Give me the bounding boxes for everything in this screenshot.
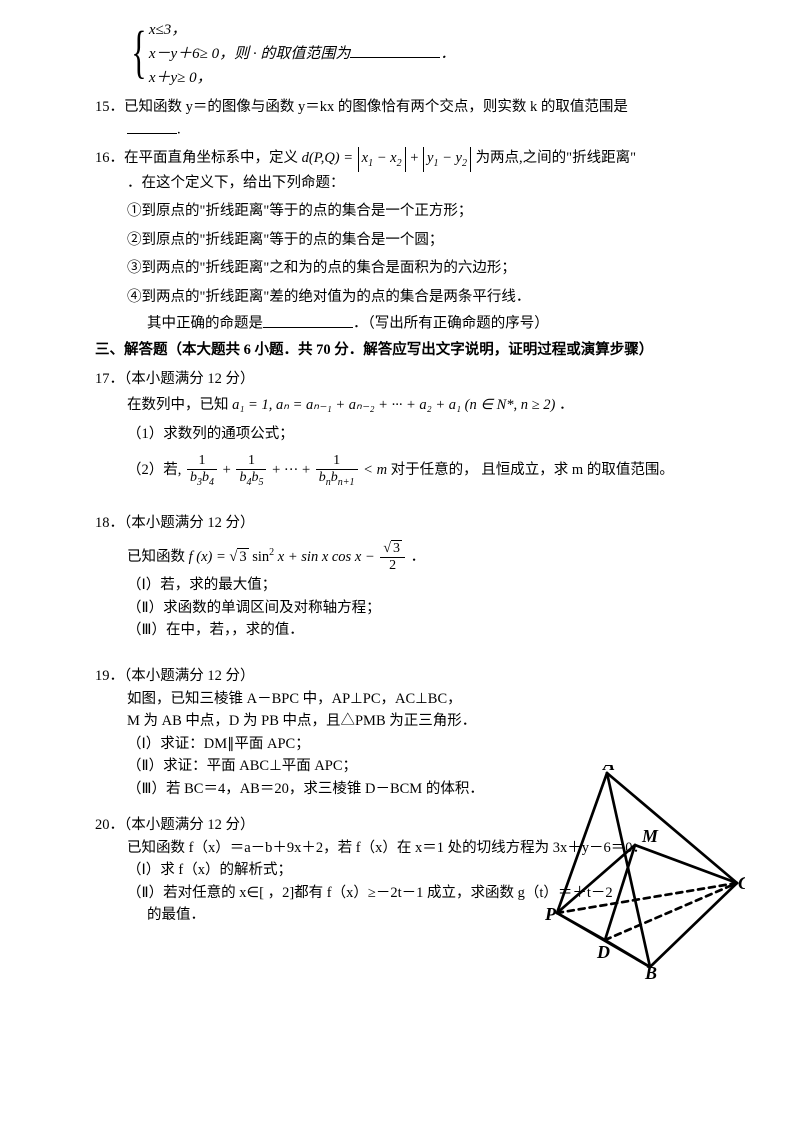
q18-fx: 已知函数 f (x) = 3 sin2 x + sin x cos x − 3 … bbox=[127, 541, 740, 574]
fx-eq: f (x) = bbox=[189, 549, 230, 565]
q18-fx-a: 已知函数 bbox=[127, 549, 189, 565]
den: 2 bbox=[380, 558, 405, 574]
num: 1 bbox=[236, 453, 266, 470]
system-line-3: x＋y≥ 0， bbox=[149, 66, 456, 90]
q16-line2: ．在这个定义下，给出下列命题： bbox=[127, 172, 740, 194]
blank bbox=[127, 118, 177, 134]
q17-l1-math: a₁ = 1, aₙ = aₙ₋₁ + aₙ₋₂ + ··· + a₂ + a₁… bbox=[232, 397, 555, 413]
sub2: 2 bbox=[462, 158, 467, 169]
system-lines: x≤3， x－y＋6≥ 0，则 · 的取值范围为． x＋y≥ 0， bbox=[149, 18, 456, 90]
label-D: D bbox=[596, 942, 610, 962]
piecewise-system: { x≤3， x－y＋6≥ 0，则 · 的取值范围为． x＋y≥ 0， bbox=[125, 18, 740, 90]
label-P: P bbox=[545, 904, 557, 924]
left-brace: { bbox=[131, 23, 146, 81]
q17-part1: （1）求数列的通项公式； bbox=[127, 423, 740, 445]
system-line-1: x≤3， bbox=[149, 18, 456, 42]
question-16: 16．在平面直角坐标系中，定义 d(P,Q) = x1 − x2 + y1 − … bbox=[95, 147, 740, 335]
q18-head: （本小题满分 12 分） bbox=[124, 515, 255, 531]
den: b4b5 bbox=[236, 470, 266, 488]
blank bbox=[350, 42, 440, 58]
abs-y1-y2: y1 − y2 bbox=[423, 147, 471, 171]
q17-l1a: 在数列中，已知 bbox=[127, 397, 232, 413]
sqrt3: 3 bbox=[229, 546, 248, 568]
q20-number: 20． bbox=[95, 817, 124, 833]
q17-line1: 在数列中，已知 a₁ = 1, aₙ = aₙ₋₁ + aₙ₋₂ + ··· +… bbox=[127, 394, 740, 416]
q16-item4: ④到两点的"折线距离"差的绝对值为的点的集合是两条平行线． bbox=[127, 286, 740, 308]
frac-bnbn1: 1 bnbn+1 bbox=[316, 453, 358, 488]
q19-line1: 如图，已知三棱锥 A－BPC 中，AP⊥PC，AC⊥BC， bbox=[127, 688, 740, 710]
abs-x1-x2: x1 − x2 bbox=[358, 147, 406, 171]
sub2: 2 bbox=[397, 158, 402, 169]
q15-blank-line: . bbox=[127, 118, 740, 141]
label-A: A bbox=[602, 765, 615, 774]
mid: − x bbox=[373, 150, 396, 166]
q17-head: （本小题满分 12 分） bbox=[124, 371, 255, 387]
q17-part2: （2）若, 1 b3b4 + 1 b4b5 + ··· + 1 bnbn+1 <… bbox=[127, 453, 740, 488]
num: 1 bbox=[316, 453, 358, 470]
system-line-2: x－y＋6≥ 0，则 · 的取值范围为． bbox=[149, 42, 456, 66]
q19-part1: （Ⅰ）求证：DM∥平面 APC； bbox=[127, 733, 740, 755]
q16-lead: 在平面直角坐标系中，定义 bbox=[124, 150, 302, 166]
blank bbox=[263, 312, 353, 328]
den: b3b4 bbox=[187, 470, 217, 488]
q17-p2a: （2）若, bbox=[127, 462, 181, 478]
q19-head: （本小题满分 12 分） bbox=[124, 668, 255, 684]
q16-ans-suffix: ．（写出所有正确命题的序号） bbox=[353, 316, 549, 332]
q19-number: 19． bbox=[95, 668, 124, 684]
q18-part3: （Ⅲ）在中，若，，求的值． bbox=[127, 619, 740, 641]
plus: + bbox=[223, 462, 235, 478]
section-3-title: 三、解答题（本大题共 6 小题．共 70 分．解答应写出文字说明，证明过程或演算… bbox=[95, 339, 740, 361]
q20-head: （本小题满分 12 分） bbox=[124, 817, 255, 833]
label-M: M bbox=[641, 826, 659, 846]
q17-l1b: ． bbox=[559, 397, 574, 413]
q15-number: 15． bbox=[95, 99, 124, 115]
q16-item2: ②到原点的"折线距离"等于的点的集合是一个圆； bbox=[127, 229, 740, 251]
midx: x + sin x cos x − bbox=[278, 549, 379, 565]
question-17: 17．（本小题满分 12 分） 在数列中，已知 a₁ = 1, aₙ = aₙ₋… bbox=[95, 368, 740, 489]
q15-suffix: . bbox=[177, 122, 181, 138]
frac-b4b5: 1 b4b5 bbox=[236, 453, 266, 488]
label-B: B bbox=[644, 963, 657, 980]
q16-number: 16． bbox=[95, 150, 124, 166]
q16-ans-prefix: 其中正确的命题是 bbox=[147, 316, 263, 332]
q16-answer-line: 其中正确的命题是 ．（写出所有正确命题的序号） bbox=[147, 312, 740, 335]
label-C: C bbox=[738, 873, 745, 893]
q17-number: 17． bbox=[95, 371, 124, 387]
q15-body: 已知函数 y＝的图像与函数 y＝kx 的图像恰有两个交点，则实数 k 的取值范围… bbox=[124, 99, 628, 115]
q16-item3: ③到两点的"折线距离"之和为的点的集合是面积为的六边形； bbox=[127, 257, 740, 279]
mid: − y bbox=[438, 150, 461, 166]
q18-part1: （Ⅰ）若，求的最大值； bbox=[127, 574, 740, 596]
num: 1 bbox=[187, 453, 217, 470]
q16-tail: 为两点,之间的"折线距离" bbox=[476, 150, 636, 166]
dots: + ··· + bbox=[272, 462, 314, 478]
q18-number: 18． bbox=[95, 515, 124, 531]
question-15: 15．已知函数 y＝的图像与函数 y＝kx 的图像恰有两个交点，则实数 k 的取… bbox=[95, 96, 740, 141]
q18-part2: （Ⅱ）求函数的单调区间及对称轴方程； bbox=[127, 597, 740, 619]
lt-m: < m bbox=[363, 462, 387, 478]
q19-line2: M 为 AB 中点，D 为 PB 中点，且△PMB 为正三角形． bbox=[127, 710, 740, 732]
den: bnbn+1 bbox=[316, 470, 358, 488]
q17-p2b: 对于任意的， 且恒成立，求 m 的取值范围。 bbox=[391, 462, 674, 478]
period: ． bbox=[411, 549, 426, 565]
sup2: 2 bbox=[269, 547, 274, 558]
num: 3 bbox=[380, 541, 405, 558]
q16-item1: ①到原点的"折线距离"等于的点的集合是一个正方形； bbox=[127, 200, 740, 222]
system-line-2-text: x－y＋6≥ 0，则 · 的取值范围为 bbox=[149, 46, 351, 62]
sin: sin bbox=[252, 549, 269, 565]
q16-def-left: d(P,Q) = bbox=[302, 150, 353, 166]
question-18: 18．（本小题满分 12 分） 已知函数 f (x) = 3 sin2 x + … bbox=[95, 512, 740, 641]
tetrahedron-figure: A P C B M D bbox=[545, 765, 745, 980]
frac-b3b4: 1 b3b4 bbox=[187, 453, 217, 488]
plus: + bbox=[410, 150, 422, 166]
frac-sqrt3-2: 3 2 bbox=[380, 541, 405, 574]
